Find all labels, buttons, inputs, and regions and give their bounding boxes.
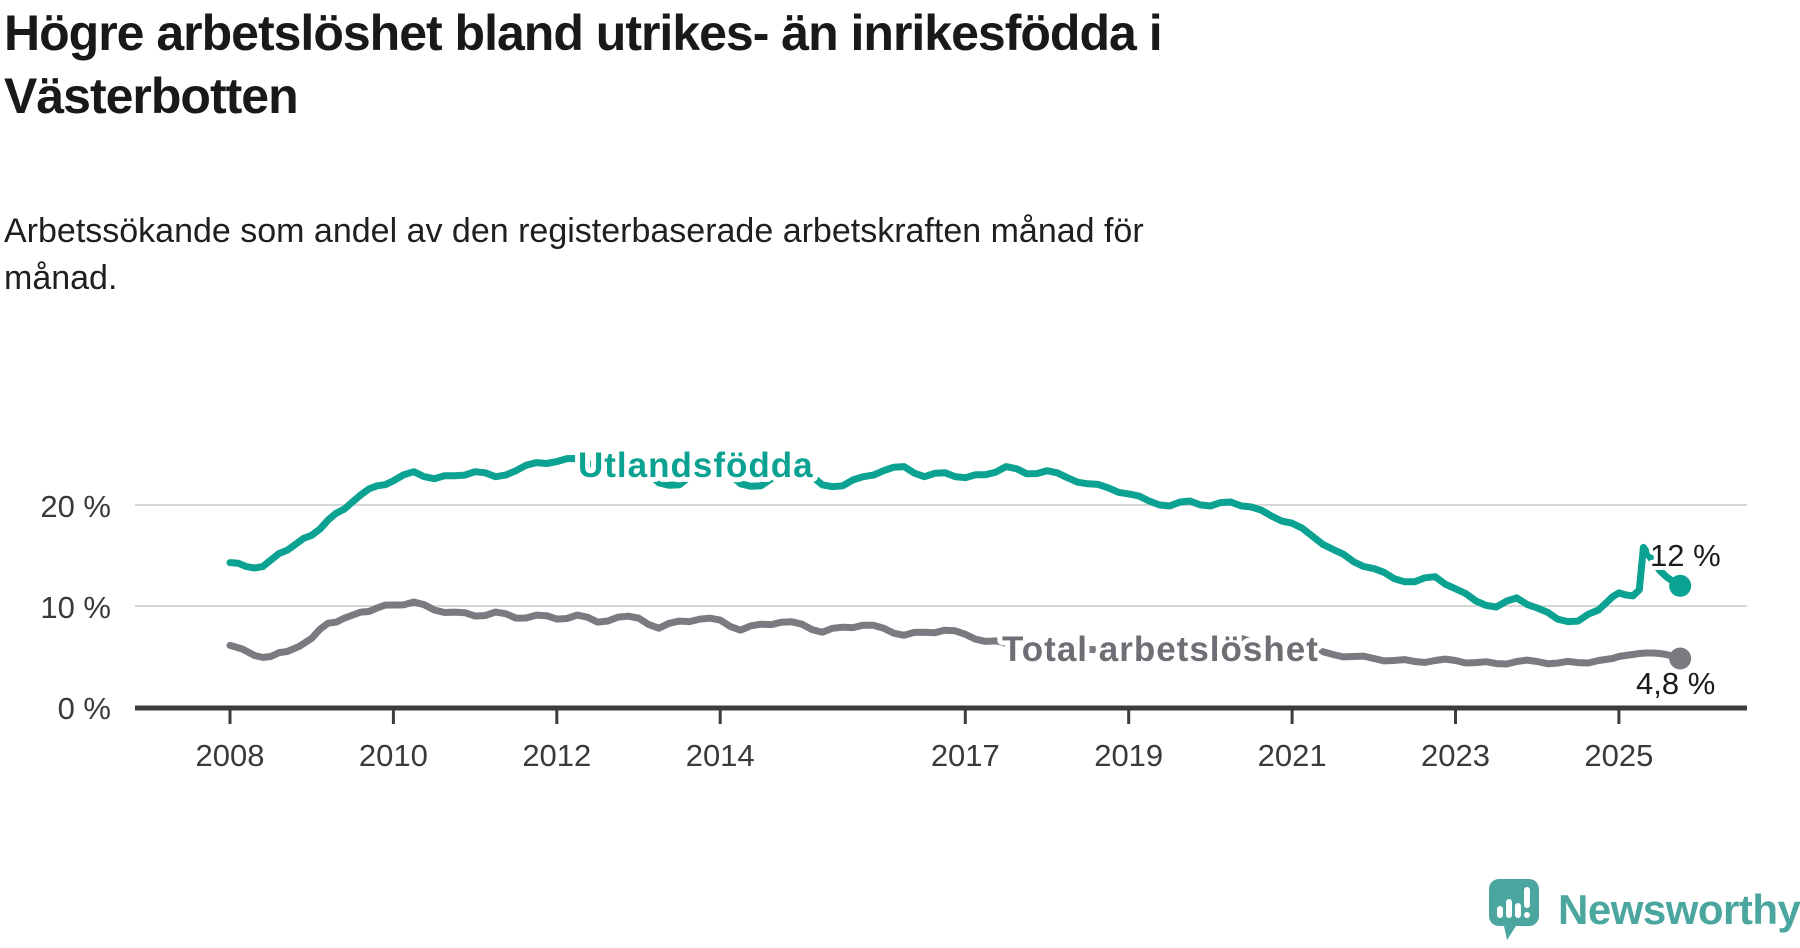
x-tick-label: 2017 <box>931 738 1000 773</box>
y-axis-labels: 0 % 10 % 20 % <box>40 489 111 726</box>
bar-3 <box>1515 903 1521 918</box>
exclamation-bar <box>1524 887 1530 908</box>
bubble-shape <box>1489 879 1539 940</box>
y-tick-label: 20 % <box>40 489 111 524</box>
y-tick-label: 0 % <box>58 691 111 726</box>
series-end-dots <box>1669 574 1692 670</box>
utlandsfodda-end-dot <box>1669 574 1692 597</box>
x-axis-ticks <box>228 708 1621 724</box>
utlandsfodda-line <box>226 455 1684 626</box>
exclamation-dot <box>1524 912 1530 918</box>
x-tick-label: 2008 <box>196 738 265 773</box>
bar-2 <box>1506 899 1512 918</box>
page-title-line2: Västerbotten <box>4 68 299 124</box>
series-label-utlandsfodda: Utlandsfödda <box>578 446 814 485</box>
series-lines <box>226 455 1684 668</box>
x-tick-label: 2021 <box>1258 738 1327 773</box>
x-tick-label: 2019 <box>1094 738 1163 773</box>
x-tick-label: 2010 <box>359 738 428 773</box>
x-tick-label: 2023 <box>1421 738 1490 773</box>
bar-1 <box>1497 906 1503 918</box>
newsworthy-bubble-icon <box>1489 879 1539 940</box>
x-tick-label: 2025 <box>1584 738 1653 773</box>
page-title-line1: Högre arbetslöshet bland utrikes- än inr… <box>4 5 1163 61</box>
newsworthy-logo: Newsworthy <box>1488 878 1800 944</box>
x-axis-labels: 2008 2010 2012 2014 2017 2019 2021 2023 2025 <box>196 738 1654 773</box>
series-label-total: Total arbetslöshet <box>1002 630 1319 669</box>
page-subtitle: Arbetssökande som andel av den registerb… <box>4 208 1144 302</box>
total-end-dot <box>1669 647 1692 670</box>
end-value-label-utlandsfodda: 12 % <box>1650 538 1721 573</box>
x-tick-label: 2014 <box>686 738 755 773</box>
page-subtitle-line2: månad. <box>4 259 118 297</box>
page-title: Högre arbetslöshet bland utrikes- än inr… <box>4 2 1163 128</box>
total-line <box>226 598 1684 668</box>
y-tick-label: 10 % <box>40 590 111 625</box>
x-tick-label: 2012 <box>522 738 591 773</box>
gridlines <box>135 504 1747 607</box>
newsworthy-wordmark: Newsworthy <box>1558 886 1800 933</box>
end-value-label-total: 4,8 % <box>1636 666 1715 701</box>
page-subtitle-line1: Arbetssökande som andel av den registerb… <box>4 212 1144 250</box>
